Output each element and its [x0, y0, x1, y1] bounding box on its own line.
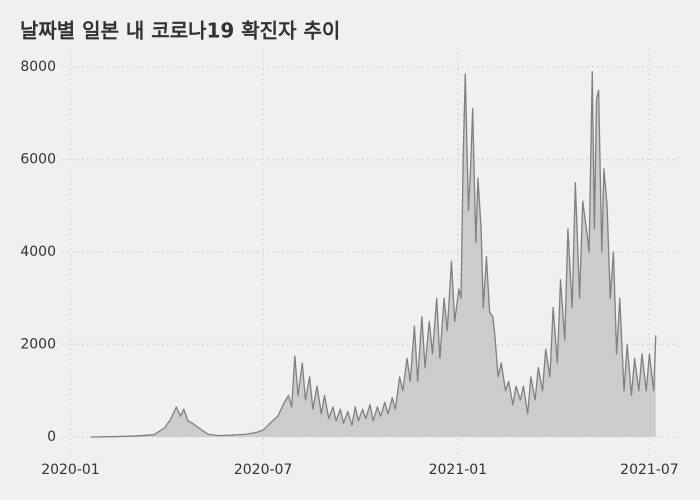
chart-title: 날짜별 일본 내 코로나19 확진자 추이 [20, 19, 340, 43]
y-tick-label: 4000 [20, 244, 56, 260]
x-tick-label: 2021-07 [620, 462, 679, 478]
area [90, 71, 656, 437]
y-tick-label: 0 [47, 429, 56, 445]
line [90, 70, 657, 438]
x-tick-label: 2021-01 [429, 462, 488, 478]
y-tick-label: 6000 [20, 152, 56, 168]
x-tick-label: 2020-01 [41, 462, 100, 478]
x-tick-label: 2020-07 [234, 462, 293, 478]
y-tick-label: 8000 [20, 59, 56, 75]
y-tick-label: 2000 [20, 337, 56, 353]
